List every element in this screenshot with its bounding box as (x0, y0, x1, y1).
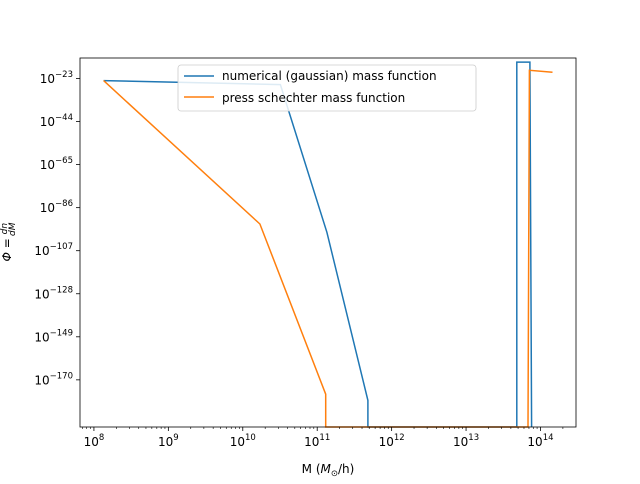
y-tick-label: 10−128 (34, 285, 73, 301)
y-tick-label: 10−44 (40, 113, 73, 129)
y-tick-label: 10−86 (40, 199, 73, 215)
legend-label-press-schechter: press schechter mass function (222, 91, 405, 105)
y-tick-label: 10−23 (40, 70, 73, 86)
y-tick-label: 10−65 (40, 156, 73, 172)
legend-box (177, 64, 477, 112)
x-axis-ticks: 108 109 1010 1011 1012 1013 1014 (82, 427, 564, 449)
x-tick-label: 109 (158, 433, 179, 449)
y-axis-label: Φ = dndM (0, 222, 18, 261)
x-tick-label: 1012 (379, 433, 405, 449)
y-axis-ticks: 10−23 10−44 10−65 10−86 10−107 10−128 10−149 10… (34, 70, 80, 387)
plot-area (80, 58, 576, 427)
x-tick-label: 1013 (453, 433, 479, 449)
x-tick-label: 1011 (304, 433, 330, 449)
x-tick-label: 108 (84, 433, 105, 449)
x-tick-label: 1014 (527, 433, 553, 449)
y-tick-label: 10−149 (34, 328, 73, 344)
x-tick-label: 1010 (230, 433, 256, 449)
legend-label-numerical: numerical (gaussian) mass function (222, 69, 437, 83)
legend: numerical (gaussian) mass function press… (177, 64, 477, 112)
y-tick-label: 10−170 (34, 371, 73, 387)
x-axis-label: M (M⊙/h) (302, 462, 355, 479)
y-tick-label: 10−107 (34, 242, 73, 258)
plot-frame (79, 57, 577, 428)
